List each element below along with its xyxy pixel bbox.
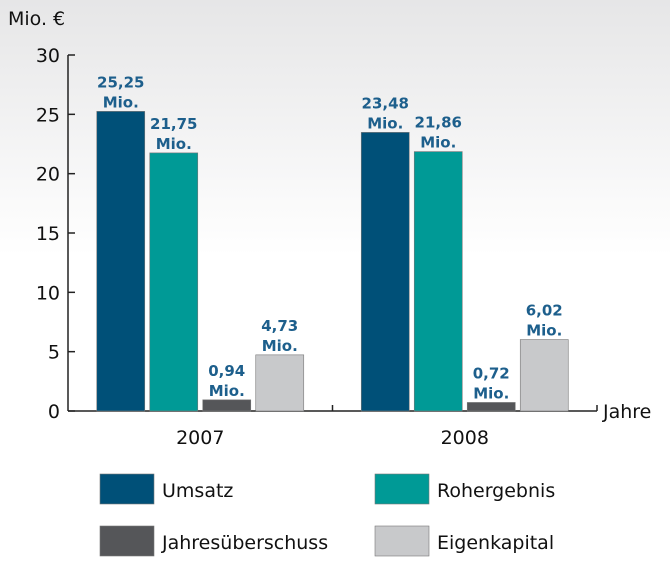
bar xyxy=(149,152,199,412)
y-tick-label: 25 xyxy=(36,104,60,126)
x-axis-label: Jahre xyxy=(602,401,651,423)
bar xyxy=(413,151,463,412)
bar xyxy=(202,399,252,412)
legend-label: Umsatz xyxy=(162,480,233,502)
y-tick-label: 15 xyxy=(36,223,60,245)
y-tick-label: 20 xyxy=(36,164,60,186)
x-tick-label: 2007 xyxy=(176,427,224,449)
value-label: 0,72 Mio. xyxy=(473,364,510,402)
value-label: 21,86 Mio. xyxy=(415,114,462,152)
bar xyxy=(360,132,410,412)
legend-label: Eigenkapital xyxy=(437,532,554,554)
bar xyxy=(96,111,146,412)
value-label: 23,48 Mio. xyxy=(362,94,409,132)
bar xyxy=(519,339,569,412)
value-label: 21,75 Mio. xyxy=(150,115,197,153)
legend-label: Rohergebnis xyxy=(437,480,555,502)
value-label: 4,73 Mio. xyxy=(261,317,298,355)
y-axis-label: Mio. € xyxy=(8,8,65,30)
y-tick-label: 30 xyxy=(36,45,60,67)
legend-label: Jahresüberschuss xyxy=(161,532,328,554)
value-label: 6,02 Mio. xyxy=(526,302,563,340)
value-label: 25,25 Mio. xyxy=(97,73,144,111)
legend-swatch xyxy=(374,525,430,557)
bar xyxy=(255,354,305,412)
legend-swatch xyxy=(374,473,430,505)
x-tick-label: 2008 xyxy=(441,427,489,449)
legend-swatch xyxy=(99,525,155,557)
value-label: 0,94 Mio. xyxy=(208,362,245,400)
y-tick-label: 5 xyxy=(48,342,60,364)
bar xyxy=(466,402,516,412)
y-tick-label: 10 xyxy=(36,282,60,304)
y-tick-label: 0 xyxy=(48,401,60,423)
legend-swatch xyxy=(99,473,155,505)
